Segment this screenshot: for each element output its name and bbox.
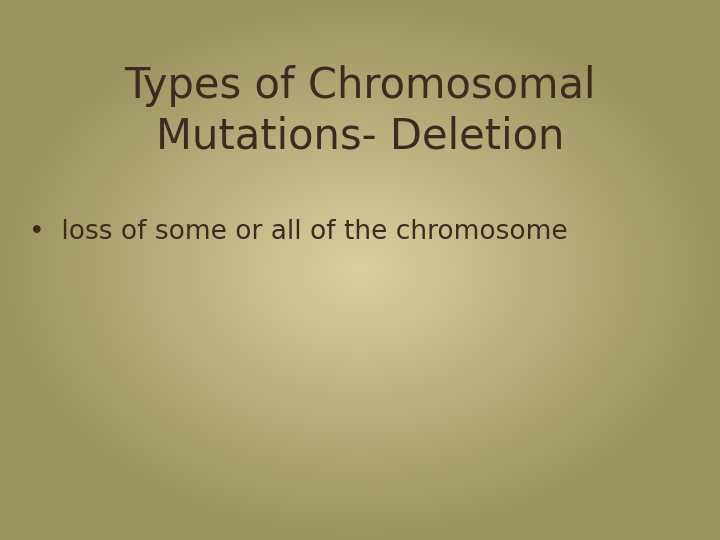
Text: Types of Chromosomal
Mutations- Deletion: Types of Chromosomal Mutations- Deletion [125,65,595,157]
Text: •  loss of some or all of the chromosome: • loss of some or all of the chromosome [29,219,567,245]
